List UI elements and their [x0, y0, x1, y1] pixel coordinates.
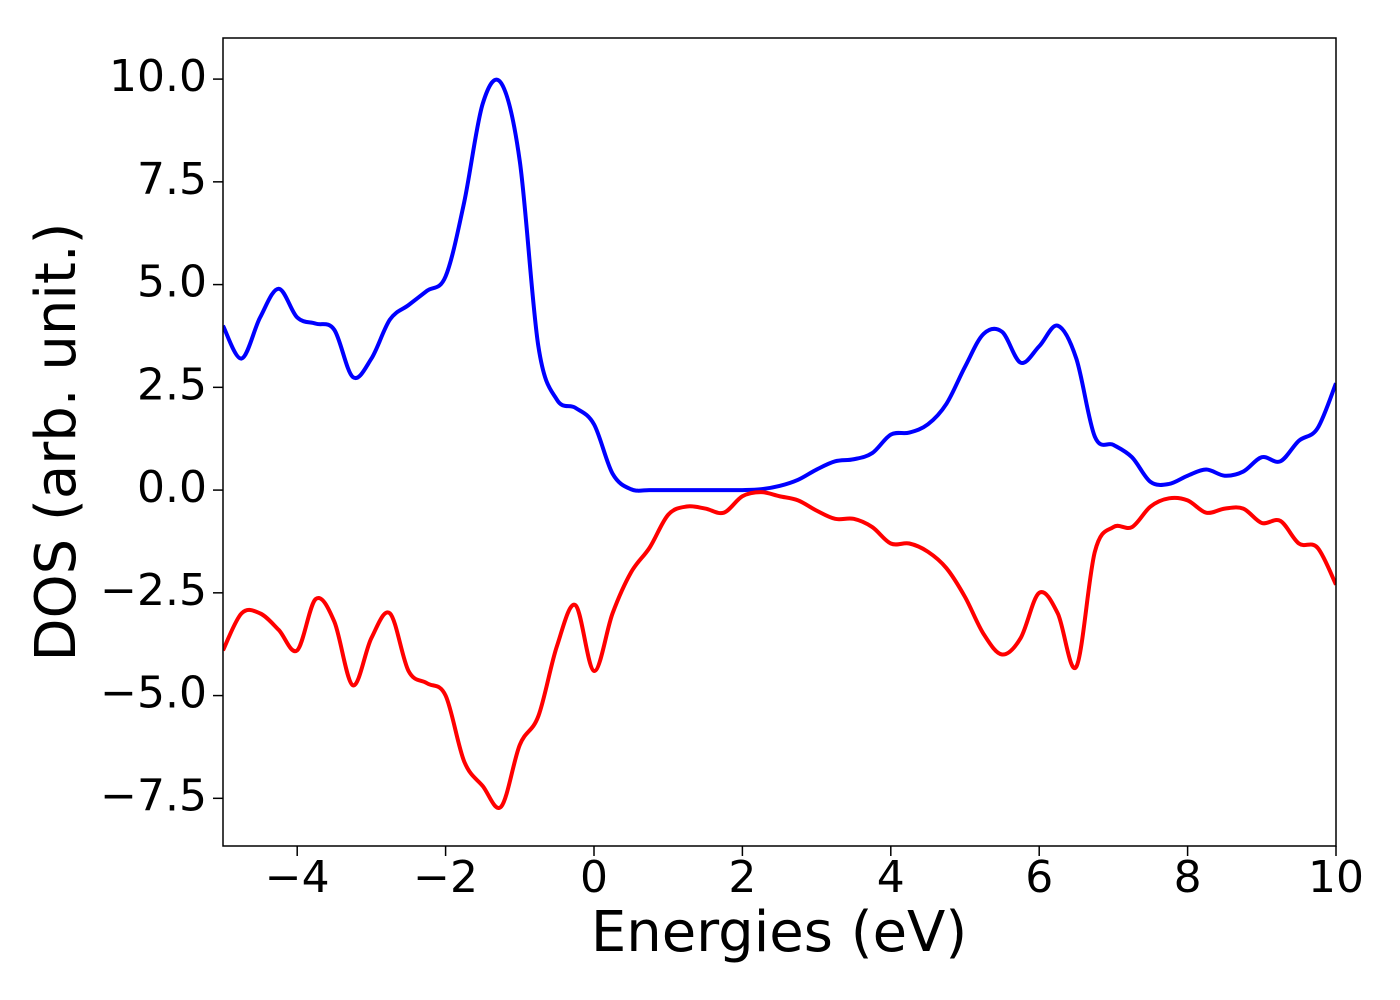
plot-frame [222, 37, 1337, 847]
x-tick-label: 4 [877, 852, 905, 903]
y-tick-label: −5.0 [100, 668, 207, 719]
y-tick-label: 0.0 [137, 462, 207, 513]
x-tick-label: 0 [580, 852, 608, 903]
x-tick-label: 2 [728, 852, 756, 903]
y-tick-label: 5.0 [137, 257, 207, 308]
x-tick-label: 10 [1308, 852, 1364, 903]
y-axis-label: DOS (arb. unit.) [24, 222, 89, 661]
line-series [223, 490, 1336, 810]
x-axis-label: Energies (eV) [591, 900, 967, 965]
y-tick-label: −2.5 [100, 565, 207, 616]
y-tick-label: −7.5 [100, 770, 207, 821]
y-tick-label: 2.5 [137, 359, 207, 410]
x-tick-label: −4 [265, 852, 330, 903]
y-tick-label: 7.5 [137, 154, 207, 205]
x-tick-label: 6 [1025, 852, 1053, 903]
x-tick-label: 8 [1174, 852, 1202, 903]
line-series [223, 77, 1336, 493]
x-tick-label: −2 [413, 852, 478, 903]
y-tick-label: 10.0 [109, 51, 207, 102]
